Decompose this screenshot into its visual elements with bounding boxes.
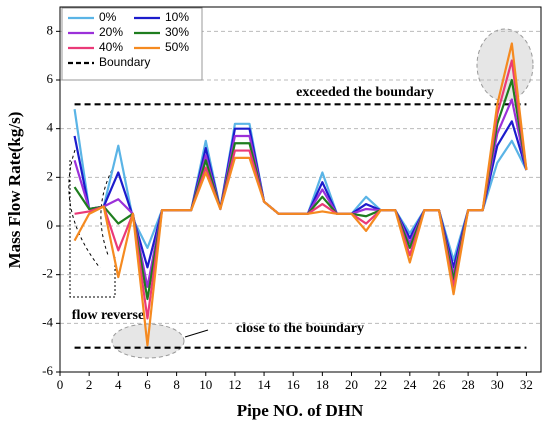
x-tick-label: 26 (432, 377, 446, 392)
legend-label: 10% (165, 10, 189, 24)
x-tick-label: 18 (316, 377, 329, 392)
bracket (69, 160, 116, 298)
highlight (476, 28, 534, 102)
arrow (68, 149, 101, 269)
y-tick-label: 4 (47, 120, 54, 135)
series-line (73, 42, 528, 347)
x-tick-label: 24 (403, 377, 417, 392)
x-tick-label: 20 (345, 377, 358, 392)
x-tick-label: 2 (86, 377, 93, 392)
x-tick-label: 4 (115, 377, 122, 392)
legend-label: 40% (99, 40, 123, 54)
x-tick-label: 16 (287, 377, 301, 392)
x-tick-label: 6 (144, 377, 151, 392)
arrow (100, 169, 113, 256)
x-tick-label: 30 (491, 377, 504, 392)
legend-box (61, 7, 203, 81)
series-line (73, 109, 528, 262)
legend-label: 20% (99, 25, 123, 39)
series-line (73, 120, 528, 269)
y-tick-label: 0 (47, 217, 54, 232)
y-tick-label: 8 (47, 22, 54, 37)
y-tick-label: 2 (47, 168, 54, 183)
y-tick-label: -6 (42, 363, 53, 378)
x-tick-label: 8 (173, 377, 180, 392)
arrow (184, 329, 209, 338)
plot-frame (59, 6, 542, 373)
x-axis-label: Pipe NO. of DHN (237, 401, 364, 420)
legend-label: 30% (165, 25, 189, 39)
x-tick-label: 32 (520, 377, 533, 392)
x-tick-label: 12 (228, 377, 241, 392)
y-axis-label: Mass Flow Rate(kg/s) (5, 112, 24, 269)
x-tick-label: 28 (462, 377, 475, 392)
y-tick-label: -4 (42, 314, 53, 329)
legend-label: Boundary (99, 55, 150, 69)
legend-label: 50% (165, 40, 189, 54)
x-tick-label: 0 (57, 377, 64, 392)
x-tick-label: 22 (374, 377, 387, 392)
x-tick-label: 10 (199, 377, 212, 392)
y-tick-label: -2 (42, 266, 53, 281)
annotation: exceeded the boundary (296, 85, 434, 100)
annotation: close to the boundary (236, 321, 364, 336)
x-tick-label: 14 (258, 377, 272, 392)
legend-label: 0% (99, 10, 117, 24)
y-tick-label: 6 (47, 71, 54, 86)
annotation: flow reverse (72, 308, 144, 323)
